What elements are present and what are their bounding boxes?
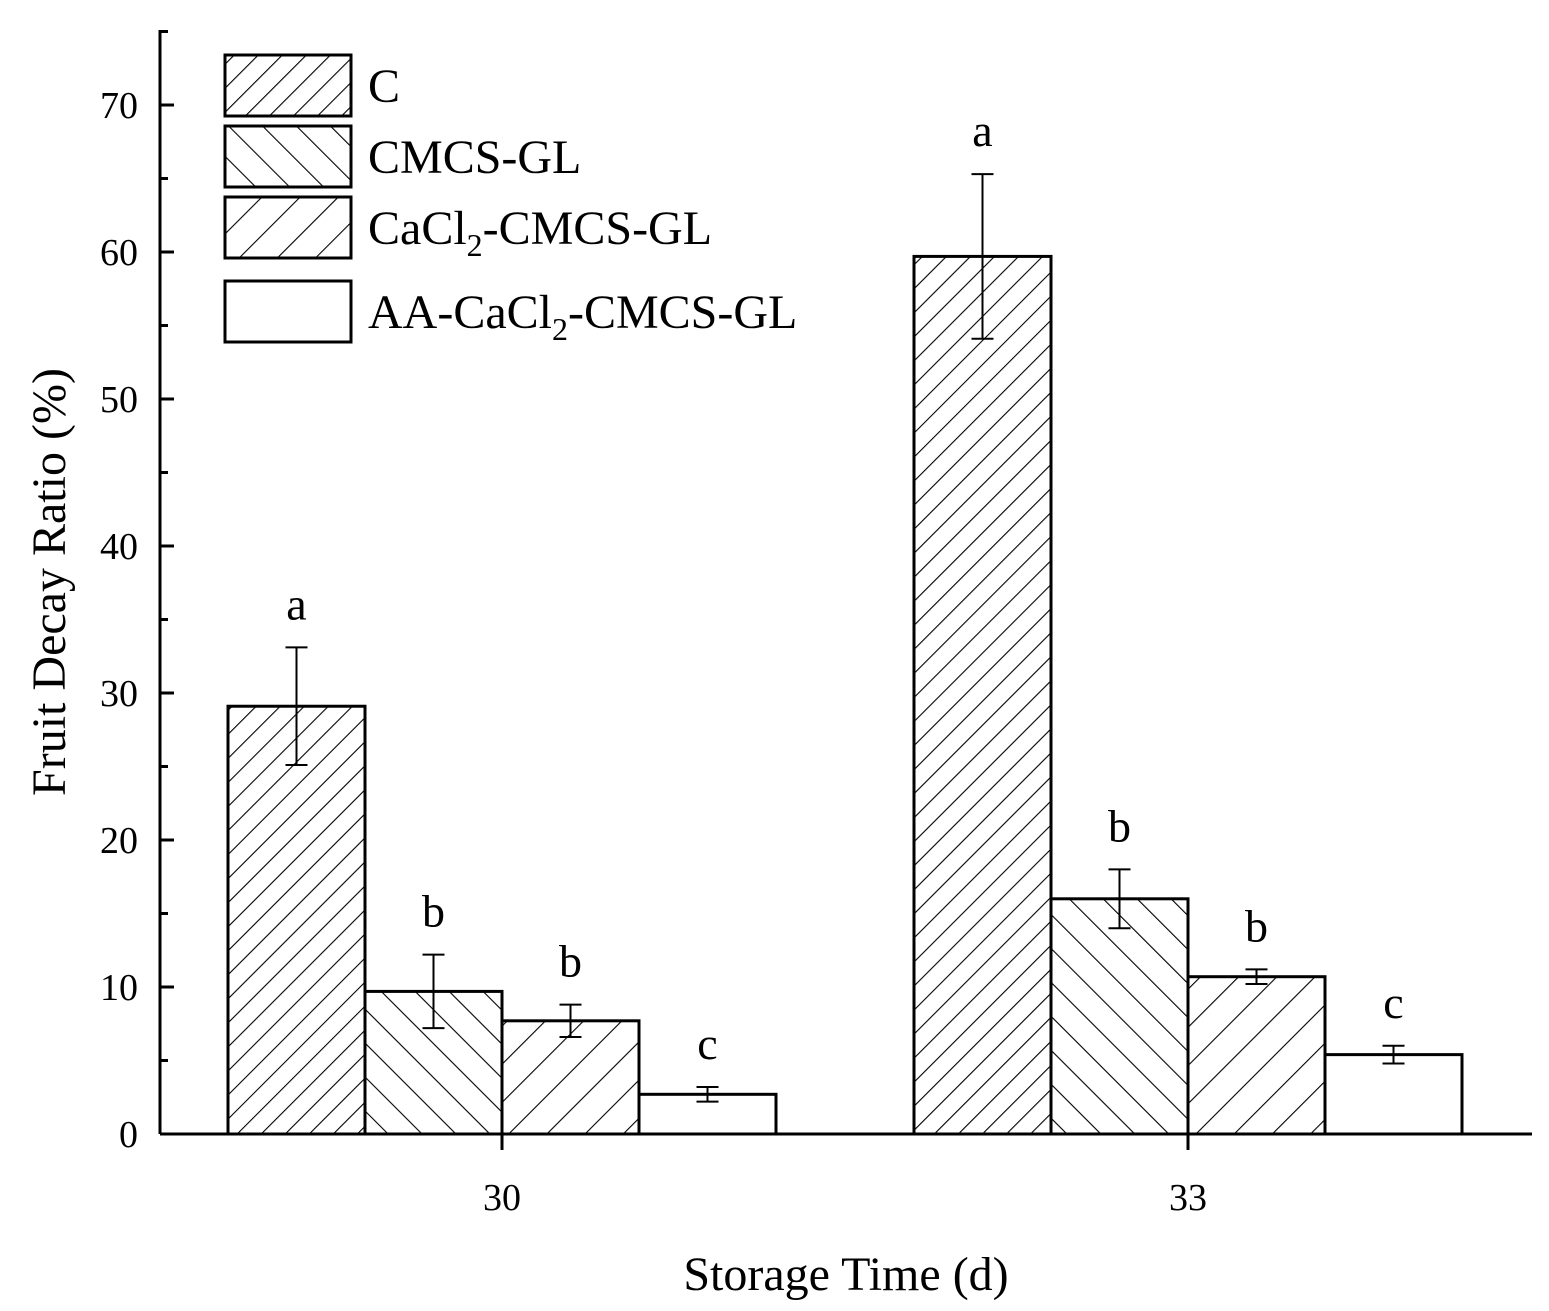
legend-label-subscript: 2 bbox=[467, 227, 483, 263]
x-tick-label: 33 bbox=[1169, 1177, 1207, 1219]
bar bbox=[226, 704, 367, 1136]
legend-label-tail: -CMCS-GL bbox=[483, 202, 712, 255]
legend-label-base: CaCl bbox=[368, 202, 467, 255]
y-axis-title: Fruit Decay Ratio (%) bbox=[23, 368, 76, 796]
significance-label: b bbox=[1108, 800, 1131, 851]
legend-label-tail: -CMCS-GL bbox=[568, 286, 797, 339]
legend-label-subscript: 2 bbox=[552, 311, 568, 347]
legend-swatch bbox=[223, 279, 353, 344]
significance-label: a bbox=[972, 105, 992, 156]
significance-label: b bbox=[1245, 900, 1268, 951]
y-tick-label: 50 bbox=[100, 379, 138, 421]
bar bbox=[912, 254, 1053, 1136]
y-tick-label: 40 bbox=[100, 526, 138, 568]
significance-label: b bbox=[422, 886, 445, 937]
significance-label: c bbox=[1383, 977, 1403, 1028]
x-ticks: 30 33 bbox=[483, 1134, 1207, 1219]
significance-labels-layer: a b b c a b b c bbox=[286, 105, 1403, 1069]
y-tick-label: 60 bbox=[100, 232, 138, 274]
significance-label: a bbox=[286, 578, 306, 629]
legend-label: AA-CaCl2-CMCS-GL bbox=[368, 286, 797, 347]
y-tick-label: 30 bbox=[100, 673, 138, 715]
legend-label: C bbox=[368, 60, 400, 113]
legend-label-base: AA-CaCl bbox=[368, 286, 552, 339]
legend-swatch bbox=[223, 53, 353, 118]
bar bbox=[1049, 897, 1190, 1136]
legend-label-base: C bbox=[368, 60, 400, 113]
legend-swatch bbox=[223, 124, 353, 189]
y-tick-label: 20 bbox=[100, 820, 138, 862]
axes bbox=[158, 30, 1532, 1136]
legend-label-base: CMCS-GL bbox=[368, 131, 581, 184]
bar bbox=[1323, 1053, 1464, 1136]
significance-label: b bbox=[559, 936, 582, 987]
y-tick-label: 70 bbox=[100, 85, 138, 127]
legend-label: CMCS-GL bbox=[368, 131, 581, 184]
bar bbox=[1186, 975, 1327, 1136]
legend-label: CaCl2-CMCS-GL bbox=[368, 202, 712, 263]
x-axis-title: Storage Time (d) bbox=[683, 1248, 1008, 1301]
x-tick-label: 30 bbox=[483, 1177, 521, 1219]
bars-layer bbox=[226, 254, 1464, 1136]
error-bars-layer bbox=[285, 173, 1405, 1103]
legend-swatch bbox=[223, 195, 353, 260]
y-tick-label: 10 bbox=[100, 967, 138, 1009]
significance-label: c bbox=[697, 1018, 717, 1069]
y-ticks: 0 10 20 30 40 50 60 70 bbox=[100, 30, 174, 1156]
y-tick-label: 0 bbox=[119, 1114, 138, 1156]
